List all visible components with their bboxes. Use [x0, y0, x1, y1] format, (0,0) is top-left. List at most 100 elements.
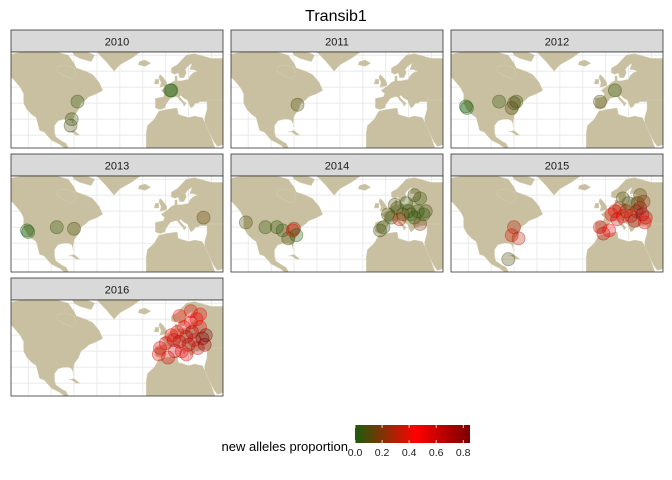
- data-point: [179, 329, 194, 344]
- data-point: [269, 220, 284, 235]
- land-britain: [378, 198, 388, 212]
- land-ireland: [153, 327, 160, 333]
- data-point: [183, 304, 198, 319]
- land-hudson: [276, 188, 297, 204]
- legend-tick-label: 0.4: [402, 447, 417, 459]
- data-point: [416, 207, 431, 222]
- data-point: [195, 331, 210, 346]
- facet-label: 2011: [325, 37, 349, 49]
- land-baffin: [292, 176, 315, 186]
- facet-label: 2010: [105, 37, 129, 49]
- data-point: [507, 96, 521, 111]
- data-point: [49, 220, 64, 235]
- panel-border: [230, 175, 444, 273]
- data-point: [633, 201, 648, 215]
- data-point: [401, 204, 416, 219]
- facet-panel-2011: 2011: [230, 29, 444, 149]
- land-britain: [158, 198, 168, 212]
- land-greenland: [96, 176, 141, 196]
- land-northAmerica: [11, 176, 103, 272]
- data-point: [67, 221, 81, 236]
- data-point: [196, 210, 211, 225]
- facet-label: 2013: [105, 161, 129, 173]
- data-point: [286, 223, 300, 238]
- land-iceland: [137, 59, 152, 67]
- data-point: [189, 312, 204, 327]
- facet-panel-2010: 2010: [10, 29, 224, 149]
- facet-grid: 2010 2011 2012 2013 2014 2015 2016: [10, 29, 664, 397]
- data-point: [633, 188, 648, 203]
- data-point: [289, 228, 304, 243]
- land-britain: [378, 74, 388, 88]
- data-point: [390, 201, 405, 215]
- land-northAmerica: [11, 300, 103, 396]
- data-point: [153, 341, 167, 355]
- data-point: [164, 83, 179, 98]
- land-baffin: [512, 52, 535, 62]
- data-point: [612, 201, 627, 215]
- land-middleEast: [424, 99, 443, 147]
- data-point: [64, 112, 79, 127]
- land-ireland: [153, 203, 160, 209]
- data-point: [507, 220, 521, 235]
- data-point: [615, 191, 630, 206]
- data-point: [621, 196, 636, 211]
- data-point: [615, 209, 630, 223]
- land-cuba: [68, 378, 81, 384]
- data-point: [636, 194, 651, 209]
- data-point: [638, 210, 653, 225]
- land-iceland: [137, 183, 152, 191]
- data-point: [63, 118, 78, 133]
- map-area: [230, 175, 444, 273]
- data-point: [511, 231, 526, 246]
- data-point: [392, 212, 407, 227]
- land-eurasia: [375, 53, 443, 110]
- legend-tick-label: 0.0: [348, 447, 363, 459]
- facet-panel-2014: 2014: [230, 153, 444, 273]
- data-point: [281, 231, 296, 246]
- land-greenland: [96, 300, 141, 320]
- facet-label: 2012: [545, 37, 569, 49]
- land-greenland: [96, 52, 141, 72]
- land-hudson: [496, 64, 517, 80]
- data-point: [602, 223, 617, 238]
- data-point: [181, 337, 196, 352]
- panel-border: [450, 51, 664, 149]
- panel-border: [10, 299, 224, 397]
- data-point: [70, 94, 85, 109]
- data-point: [151, 347, 166, 362]
- data-point: [387, 197, 402, 212]
- map-area: [230, 51, 444, 149]
- land-iceland: [357, 59, 372, 67]
- data-point: [596, 226, 611, 241]
- data-point: [630, 196, 645, 211]
- land-iceland: [577, 59, 592, 67]
- map-area: [10, 51, 224, 149]
- data-point: [593, 94, 607, 109]
- land-greenland: [316, 52, 361, 72]
- data-point: [604, 207, 619, 222]
- map-area: [10, 299, 224, 397]
- data-point: [504, 101, 519, 115]
- data-point: [410, 204, 425, 219]
- facet-label: 2015: [545, 161, 569, 173]
- land-ireland: [373, 203, 380, 209]
- data-point: [158, 336, 173, 351]
- legend-tick-label: 0.2: [375, 447, 390, 459]
- land-britain: [598, 74, 608, 88]
- data-point: [290, 97, 305, 112]
- data-point: [179, 347, 194, 362]
- legend-tick-label: 0.8: [456, 447, 471, 459]
- map-area: [10, 175, 224, 273]
- land-northAmerica: [231, 176, 323, 272]
- land-baffin: [292, 52, 315, 62]
- data-point: [287, 221, 301, 236]
- land-baffin: [72, 52, 95, 62]
- land-iceland: [357, 183, 372, 191]
- facet-panel-2012: 2012: [450, 29, 664, 149]
- land-middleEast: [204, 347, 223, 395]
- data-point: [275, 223, 290, 238]
- land-northAmerica: [11, 52, 103, 148]
- data-point: [629, 204, 644, 219]
- land-africa: [145, 231, 223, 272]
